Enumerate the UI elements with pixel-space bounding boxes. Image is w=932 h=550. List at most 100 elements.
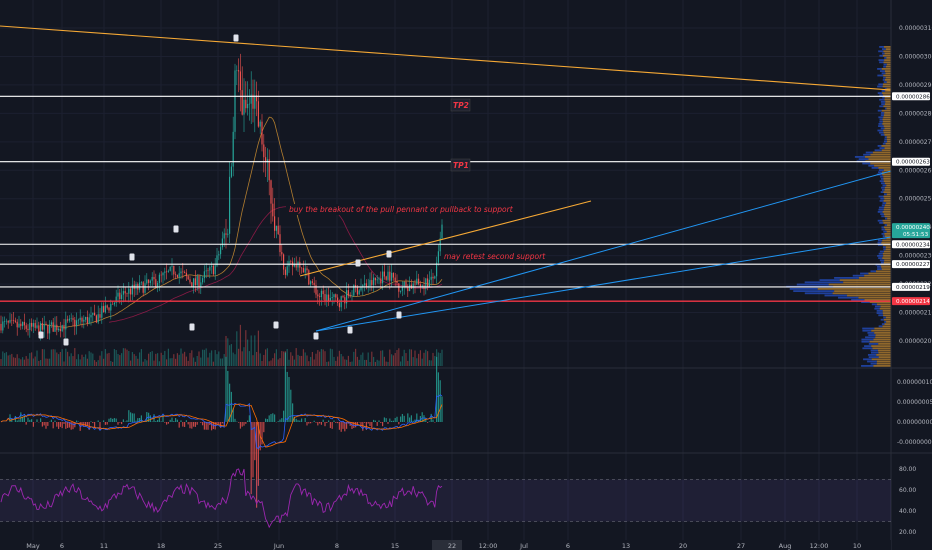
profile-bar <box>881 189 885 191</box>
candle-body <box>362 285 364 288</box>
time-tick: 27 <box>737 542 745 550</box>
profile-bar <box>886 57 891 59</box>
volume-bar <box>344 359 346 366</box>
macd-histogram-bar <box>293 416 295 422</box>
volume-bar <box>158 361 160 366</box>
profile-bar <box>883 116 891 119</box>
candle-body <box>310 281 312 285</box>
profile-bar <box>863 358 872 361</box>
candle-body <box>221 238 223 248</box>
macd-histogram-bar <box>31 419 33 422</box>
profile-bar <box>878 351 891 354</box>
profile-bar <box>854 156 865 158</box>
profile-bar <box>881 266 891 268</box>
volume-bar <box>265 349 267 366</box>
macd-pane[interactable]: 0.00000010 0.00000005 0.00000000 -0.0000000… <box>0 352 932 508</box>
volume-bar <box>166 359 168 366</box>
profile-bar <box>886 136 891 138</box>
candle-body <box>360 287 362 291</box>
candle-body <box>124 291 126 294</box>
profile-bar <box>882 120 891 123</box>
macd-histogram-bar <box>283 410 285 422</box>
profile-bar <box>874 164 891 167</box>
candle-body <box>347 290 349 296</box>
candle-body <box>416 278 418 285</box>
volume-bar <box>117 353 119 366</box>
volume-bar <box>342 356 344 366</box>
candle-body <box>295 263 297 268</box>
candle-body <box>209 266 211 271</box>
volume-bar <box>374 361 376 366</box>
profile-bar <box>883 169 891 171</box>
price-tick: 0.00000210 <box>899 310 932 317</box>
volume-bar <box>72 356 74 366</box>
candle-body <box>272 203 274 217</box>
countdown: 05:51:53 <box>903 232 929 238</box>
macd-histogram-bar <box>85 422 87 427</box>
profile-bar <box>881 228 886 231</box>
candle-body <box>437 251 439 263</box>
profile-bar <box>884 59 891 61</box>
volume-bar <box>41 349 43 366</box>
macd-histogram-bar <box>133 413 135 422</box>
candle-body <box>320 290 322 298</box>
profile-bar <box>883 76 886 79</box>
candle-body <box>18 323 20 328</box>
macd-histogram-bar <box>360 422 362 427</box>
candle-body <box>274 216 276 231</box>
moving-average-slow <box>108 203 443 323</box>
price-label-box <box>892 260 930 269</box>
candle-body <box>256 95 258 102</box>
macd-histogram-bar <box>92 422 94 424</box>
volume-bar <box>275 349 277 366</box>
profile-bar <box>879 94 884 97</box>
macd-histogram-bar <box>333 420 335 422</box>
profile-bar <box>883 131 891 134</box>
candle-body <box>434 276 436 279</box>
profile-bar <box>882 79 885 81</box>
profile-bar <box>870 362 877 365</box>
volume-bar <box>266 348 268 366</box>
macd-histogram-bar <box>346 422 348 429</box>
moving-averages <box>40 116 443 328</box>
candle-body <box>112 304 114 305</box>
candle-body <box>162 272 164 276</box>
candle-body <box>176 274 178 278</box>
candles <box>0 53 443 341</box>
trendlines[interactable] <box>0 25 892 332</box>
macd-histogram-bar <box>67 422 69 428</box>
volume-bar <box>86 358 88 366</box>
profile-bar <box>877 109 882 112</box>
macd-histogram-bar <box>355 422 357 428</box>
candle-body <box>117 292 119 297</box>
macd-histogram-bar <box>286 371 288 422</box>
candle-body <box>22 321 24 327</box>
profile-bar <box>880 127 885 130</box>
volume-bar <box>103 358 105 366</box>
volume-bars <box>0 324 443 366</box>
profile-bar <box>864 299 891 301</box>
macd-histogram-bar <box>266 419 268 422</box>
profile-bar <box>883 114 891 116</box>
profile-bar <box>861 338 874 341</box>
time-axis[interactable]: May 6 11 18 25 Jun 8 15 22 12:00 Jul 6 13 20 27 Aug 12:0… <box>0 540 891 550</box>
profile-bar <box>789 288 818 290</box>
macd-histogram-bar <box>65 422 67 429</box>
volume-bar <box>47 358 49 366</box>
candle-body <box>94 312 96 316</box>
candle-body <box>214 265 216 275</box>
profile-bar <box>804 292 833 295</box>
support-resistance-levels[interactable] <box>0 95 891 302</box>
macd-histogram-bar <box>207 422 209 430</box>
profile-bar <box>877 129 884 132</box>
candle-body <box>128 288 130 294</box>
time-tick: Jun <box>273 542 284 550</box>
volume-bar <box>356 356 358 366</box>
candle-body <box>277 225 279 235</box>
candle-body <box>232 131 234 167</box>
profile-bar <box>879 46 885 48</box>
price-axis[interactable] <box>891 0 932 550</box>
macd-histogram-bar <box>128 410 130 422</box>
rsi-pane[interactable]: 80.00 60.00 40.00 20.00 <box>0 466 916 536</box>
